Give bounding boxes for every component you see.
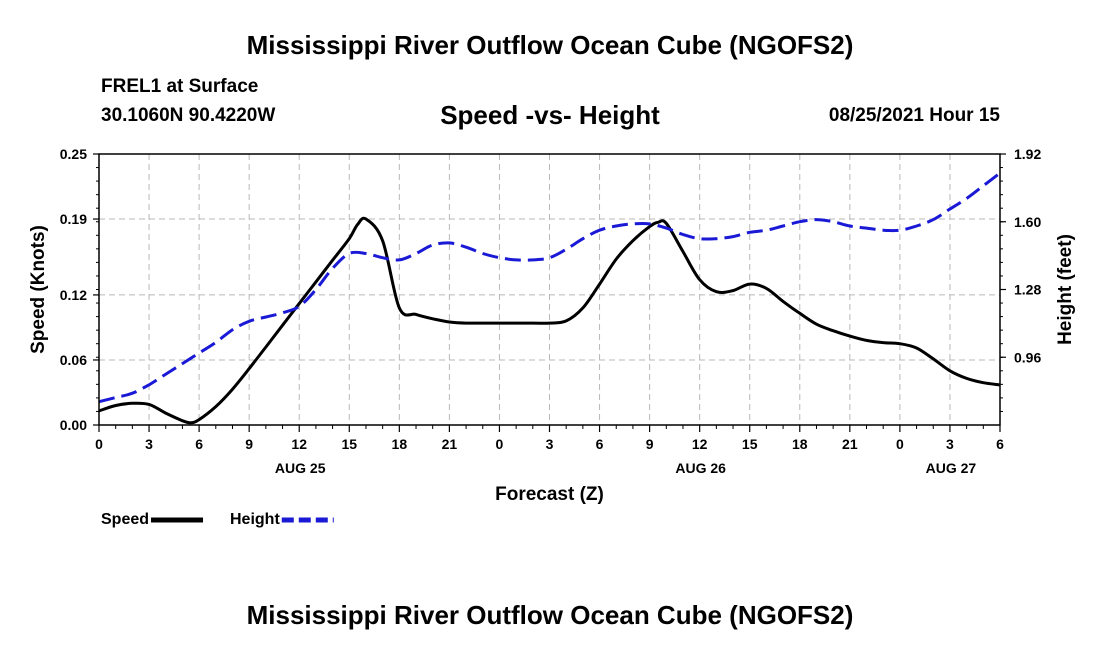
x-tick-label: 21: [842, 436, 858, 452]
legend: Speed Height: [101, 511, 334, 528]
x-date-label: AUG 25: [275, 460, 326, 476]
series-lines: [98, 171, 1001, 425]
y-tick-label: 0.06: [60, 352, 87, 368]
y-axis-title: Speed (Knots): [28, 225, 49, 354]
x-tick-label: 6: [596, 436, 604, 452]
chart-title: Speed -vs- Height: [440, 100, 660, 130]
x-tick-label: 18: [792, 436, 808, 452]
x-tick-label: 6: [996, 436, 1004, 452]
x-tick-label: 6: [195, 436, 203, 452]
x-tick-label: 9: [646, 436, 654, 452]
axis-ticks: [93, 153, 1006, 432]
x-date-label: AUG 27: [926, 460, 977, 476]
x-tick-label: 12: [291, 436, 307, 452]
station-name: FREL1 at Surface: [101, 76, 259, 97]
x-tick-label: 15: [341, 436, 357, 452]
main-title: Mississippi River Outflow Ocean Cube (NG…: [246, 30, 854, 60]
grid-lines: [99, 154, 1000, 425]
x-tick-label: 0: [896, 436, 904, 452]
legend-label-speed: Speed: [101, 511, 149, 528]
footer-title: Mississippi River Outflow Ocean Cube (NG…: [246, 600, 854, 630]
y2-tick-label: 0.96: [1014, 349, 1041, 365]
legend-label-height: Height: [230, 511, 280, 528]
series-line-speed: [98, 216, 1001, 425]
y2-tick-label: 1.28: [1014, 282, 1041, 298]
y-tick-label: 0.00: [60, 417, 87, 433]
y2-tick-label: 1.60: [1014, 214, 1041, 230]
y-tick-label: 0.12: [60, 287, 87, 303]
y-tick-label: 0.19: [60, 211, 87, 227]
y2-tick-label: 1.92: [1014, 146, 1041, 162]
x-tick-label: 0: [95, 436, 103, 452]
x-tick-label: 21: [442, 436, 458, 452]
x-tick-label: 3: [946, 436, 954, 452]
x-tick-label: 3: [145, 436, 153, 452]
x-tick-label: 0: [496, 436, 504, 452]
series-line-height: [98, 171, 1001, 404]
y-tick-label: 0.25: [60, 146, 87, 162]
station-coordinates: 30.1060N 90.4220W: [101, 105, 276, 126]
x-tick-label: 3: [546, 436, 554, 452]
x-axis-title: Forecast (Z): [495, 484, 604, 505]
forecast-time: 08/25/2021 Hour 15: [828, 105, 1000, 126]
y2-axis-title: Height (feet): [1055, 234, 1076, 345]
x-tick-label: 12: [692, 436, 708, 452]
axis-labels: 0 3 6 9 12 15 18 21 0 3 6 9 12 15 18 21 0 3 6 0.00 0.06 0.12 0…: [28, 146, 1076, 505]
x-tick-label: 15: [742, 436, 758, 452]
x-date-label: AUG 26: [675, 460, 726, 476]
x-tick-label: 18: [392, 436, 408, 452]
x-tick-label: 9: [245, 436, 253, 452]
